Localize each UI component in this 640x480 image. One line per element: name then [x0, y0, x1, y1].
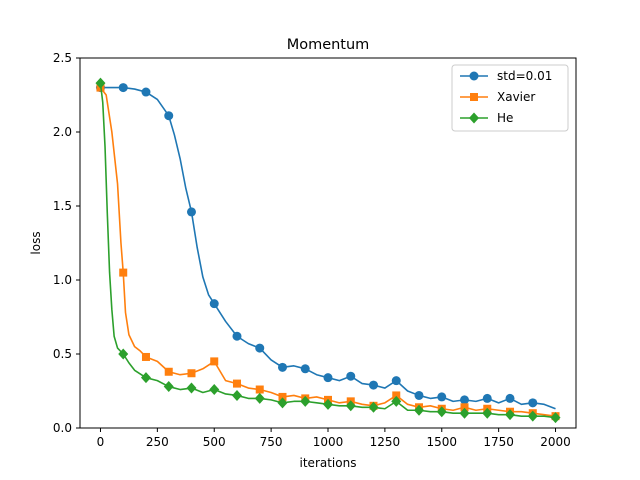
data-point: [505, 409, 516, 421]
y-tick-label: 1.5: [53, 199, 72, 213]
x-tick-label: 1500: [426, 435, 457, 449]
data-point: [368, 401, 379, 413]
data-point: [255, 343, 265, 353]
data-point: [323, 373, 333, 383]
data-point: [277, 397, 288, 409]
data-point: [460, 395, 470, 405]
data-point: [392, 391, 401, 400]
data-point: [164, 111, 174, 121]
data-point: [414, 390, 424, 400]
x-tick-label: 2000: [540, 435, 571, 449]
data-point: [232, 379, 241, 388]
legend-label: std=0.01: [497, 69, 552, 83]
data-point: [231, 389, 242, 401]
x-axis-title: iterations: [300, 456, 357, 470]
series-layer: [95, 77, 561, 424]
data-point: [209, 384, 220, 396]
data-point: [527, 410, 538, 422]
data-point: [323, 398, 333, 410]
data-point: [482, 393, 492, 403]
data-point: [369, 380, 379, 390]
data-point: [141, 352, 150, 361]
legend-marker: [470, 93, 478, 101]
y-tick-label: 2.0: [53, 125, 72, 139]
data-point: [550, 412, 561, 424]
data-point: [414, 404, 425, 416]
data-point: [459, 407, 470, 419]
data-point: [209, 299, 219, 309]
series-he: [95, 77, 561, 424]
data-point: [210, 357, 219, 366]
x-tick-label: 1250: [370, 435, 401, 449]
legend-label: Xavier: [497, 90, 535, 104]
data-point: [346, 371, 356, 381]
data-point: [277, 362, 287, 372]
y-tick-label: 0.5: [53, 347, 72, 361]
data-point: [436, 406, 447, 418]
x-tick-label: 0: [97, 435, 105, 449]
data-point: [300, 364, 310, 374]
data-point: [95, 77, 106, 89]
y-tick-label: 2.5: [53, 51, 72, 65]
data-point: [187, 369, 196, 378]
data-point: [278, 392, 287, 401]
axis-ticks: 0 250 500 750 1000 1250 1500 1750 2000 0.0 0.5 1.0 1…: [53, 51, 571, 449]
data-point: [437, 392, 447, 402]
data-point: [345, 400, 356, 412]
x-tick-label: 750: [260, 435, 283, 449]
x-tick-label: 1000: [313, 435, 344, 449]
data-point: [505, 393, 515, 403]
data-point: [255, 385, 264, 394]
data-point: [163, 381, 174, 393]
x-tick-label: 250: [146, 435, 169, 449]
data-point: [391, 395, 402, 407]
y-axis-title: loss: [29, 231, 43, 254]
data-point: [164, 367, 173, 376]
data-point: [232, 331, 242, 341]
legend-label: He: [497, 111, 513, 125]
y-tick-label: 0.0: [53, 421, 72, 435]
data-point: [300, 395, 311, 407]
data-point: [528, 398, 538, 408]
data-point: [460, 403, 469, 412]
data-point: [118, 348, 129, 360]
data-point: [186, 207, 196, 217]
data-point: [482, 407, 493, 419]
legend-marker: [469, 71, 479, 81]
data-point: [186, 382, 197, 394]
x-tick-label: 1750: [483, 435, 514, 449]
legend-marker: [469, 112, 479, 124]
data-point: [118, 83, 128, 93]
chart-title: Momentum: [287, 37, 370, 53]
data-point: [254, 392, 265, 404]
data-point: [140, 372, 151, 384]
legend-box: [451, 64, 569, 132]
y-tick-label: 1.0: [53, 273, 72, 287]
data-point: [391, 376, 401, 386]
data-point: [141, 87, 151, 97]
x-tick-label: 500: [203, 435, 226, 449]
data-point: [119, 268, 128, 277]
legend: std=0.01 Xavier He: [451, 64, 569, 132]
